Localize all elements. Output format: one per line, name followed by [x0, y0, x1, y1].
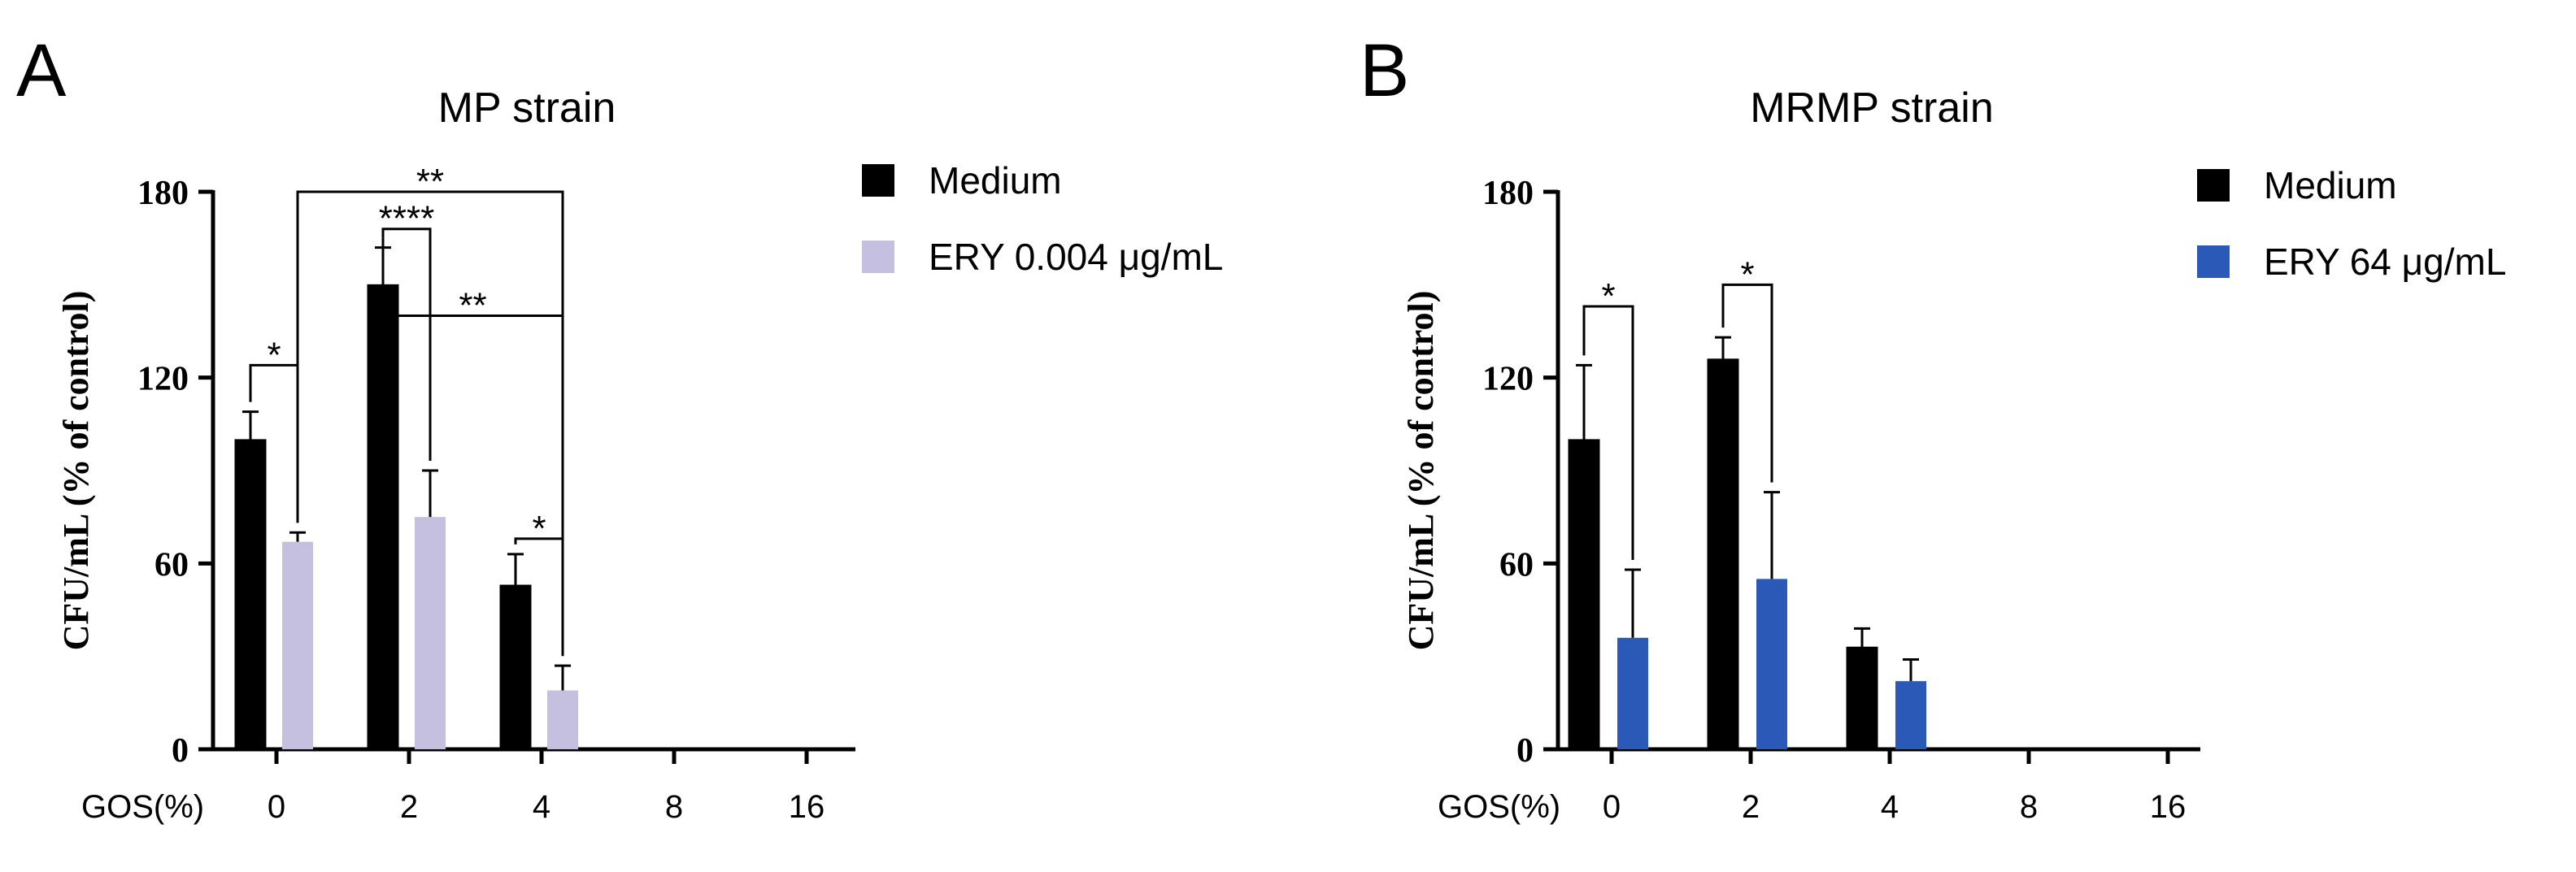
- bar-ery-0: [1617, 637, 1648, 749]
- x-tick-label: 16: [789, 789, 825, 825]
- bar-medium-2: [1707, 358, 1739, 750]
- significance-label: ****: [379, 199, 435, 239]
- y-axis-label: CFU/mL (% of control): [1401, 291, 1441, 651]
- y-tick-label: 0: [1516, 732, 1534, 770]
- y-tick-label: 180: [1482, 175, 1534, 212]
- bar-ery-2: [1756, 579, 1787, 749]
- bar-medium-0: [1568, 439, 1600, 750]
- x-axis-name: GOS(%): [81, 789, 204, 825]
- significance-bracket: [296, 190, 564, 657]
- significance-label: **: [459, 285, 486, 325]
- bar-medium-2: [367, 284, 399, 750]
- bar-medium-4: [499, 584, 532, 750]
- panel-letter-b: B: [1360, 29, 1409, 112]
- legend-swatch-ery: [2197, 245, 2230, 278]
- chart-mrmp-strain: MRMP strain CFU/mL (% of control) 0 60 120 18…: [1401, 85, 2506, 825]
- y-tick-label: 60: [154, 546, 189, 584]
- panel-letter-a: A: [16, 29, 67, 112]
- chart-mp-strain: MP strain CFU/mL (% of control) 0 60 120 180 0…: [56, 85, 1223, 825]
- significance-bracket: [381, 228, 432, 461]
- legend-label-ery: ERY 64 μg/mL: [2264, 241, 2506, 283]
- legend-swatch-medium: [862, 164, 894, 197]
- bar-medium-4: [1846, 646, 1878, 750]
- y-tick-label: 180: [137, 175, 189, 212]
- x-tick-label: 16: [2150, 789, 2187, 825]
- chart-title: MP strain: [438, 85, 616, 132]
- x-tick-label: 0: [268, 789, 285, 825]
- x-axis-name: GOS(%): [1438, 789, 1560, 825]
- chart-title: MRMP strain: [1750, 85, 1994, 132]
- y-tick-label: 0: [172, 732, 189, 770]
- x-tick-label: 2: [1742, 789, 1760, 825]
- bar-ery-4: [547, 690, 578, 749]
- x-tick-label: 2: [400, 789, 418, 825]
- significance-label: *: [267, 335, 281, 375]
- legend-label-medium: Medium: [929, 159, 1062, 202]
- legend-label-ery: ERY 0.004 μg/mL: [929, 236, 1223, 278]
- significance-label: *: [532, 509, 546, 549]
- significance-label: **: [416, 162, 444, 202]
- bar-ery-0: [282, 541, 313, 749]
- legend-swatch-ery: [862, 241, 894, 273]
- y-tick-label: 60: [1499, 546, 1534, 584]
- bar-medium-0: [234, 439, 267, 750]
- x-tick-label: 0: [1603, 789, 1621, 825]
- y-tick-label: 120: [1482, 361, 1534, 398]
- bar-ery-4: [1895, 681, 1926, 749]
- x-tick-label: 4: [1881, 789, 1899, 825]
- bar-ery-2: [415, 517, 446, 749]
- significance-label: *: [1740, 254, 1754, 294]
- x-tick-label: 8: [665, 789, 683, 825]
- significance-bracket: [1721, 283, 1773, 483]
- y-axis-label: CFU/mL (% of control): [56, 291, 96, 651]
- legend-label-medium: Medium: [2264, 164, 2397, 206]
- x-tick-label: 4: [533, 789, 550, 825]
- y-tick-label: 120: [137, 361, 189, 398]
- significance-label: *: [1601, 276, 1615, 316]
- legend-swatch-medium: [2197, 169, 2230, 202]
- x-tick-label: 8: [2020, 789, 2038, 825]
- significance-bracket: [1582, 305, 1634, 560]
